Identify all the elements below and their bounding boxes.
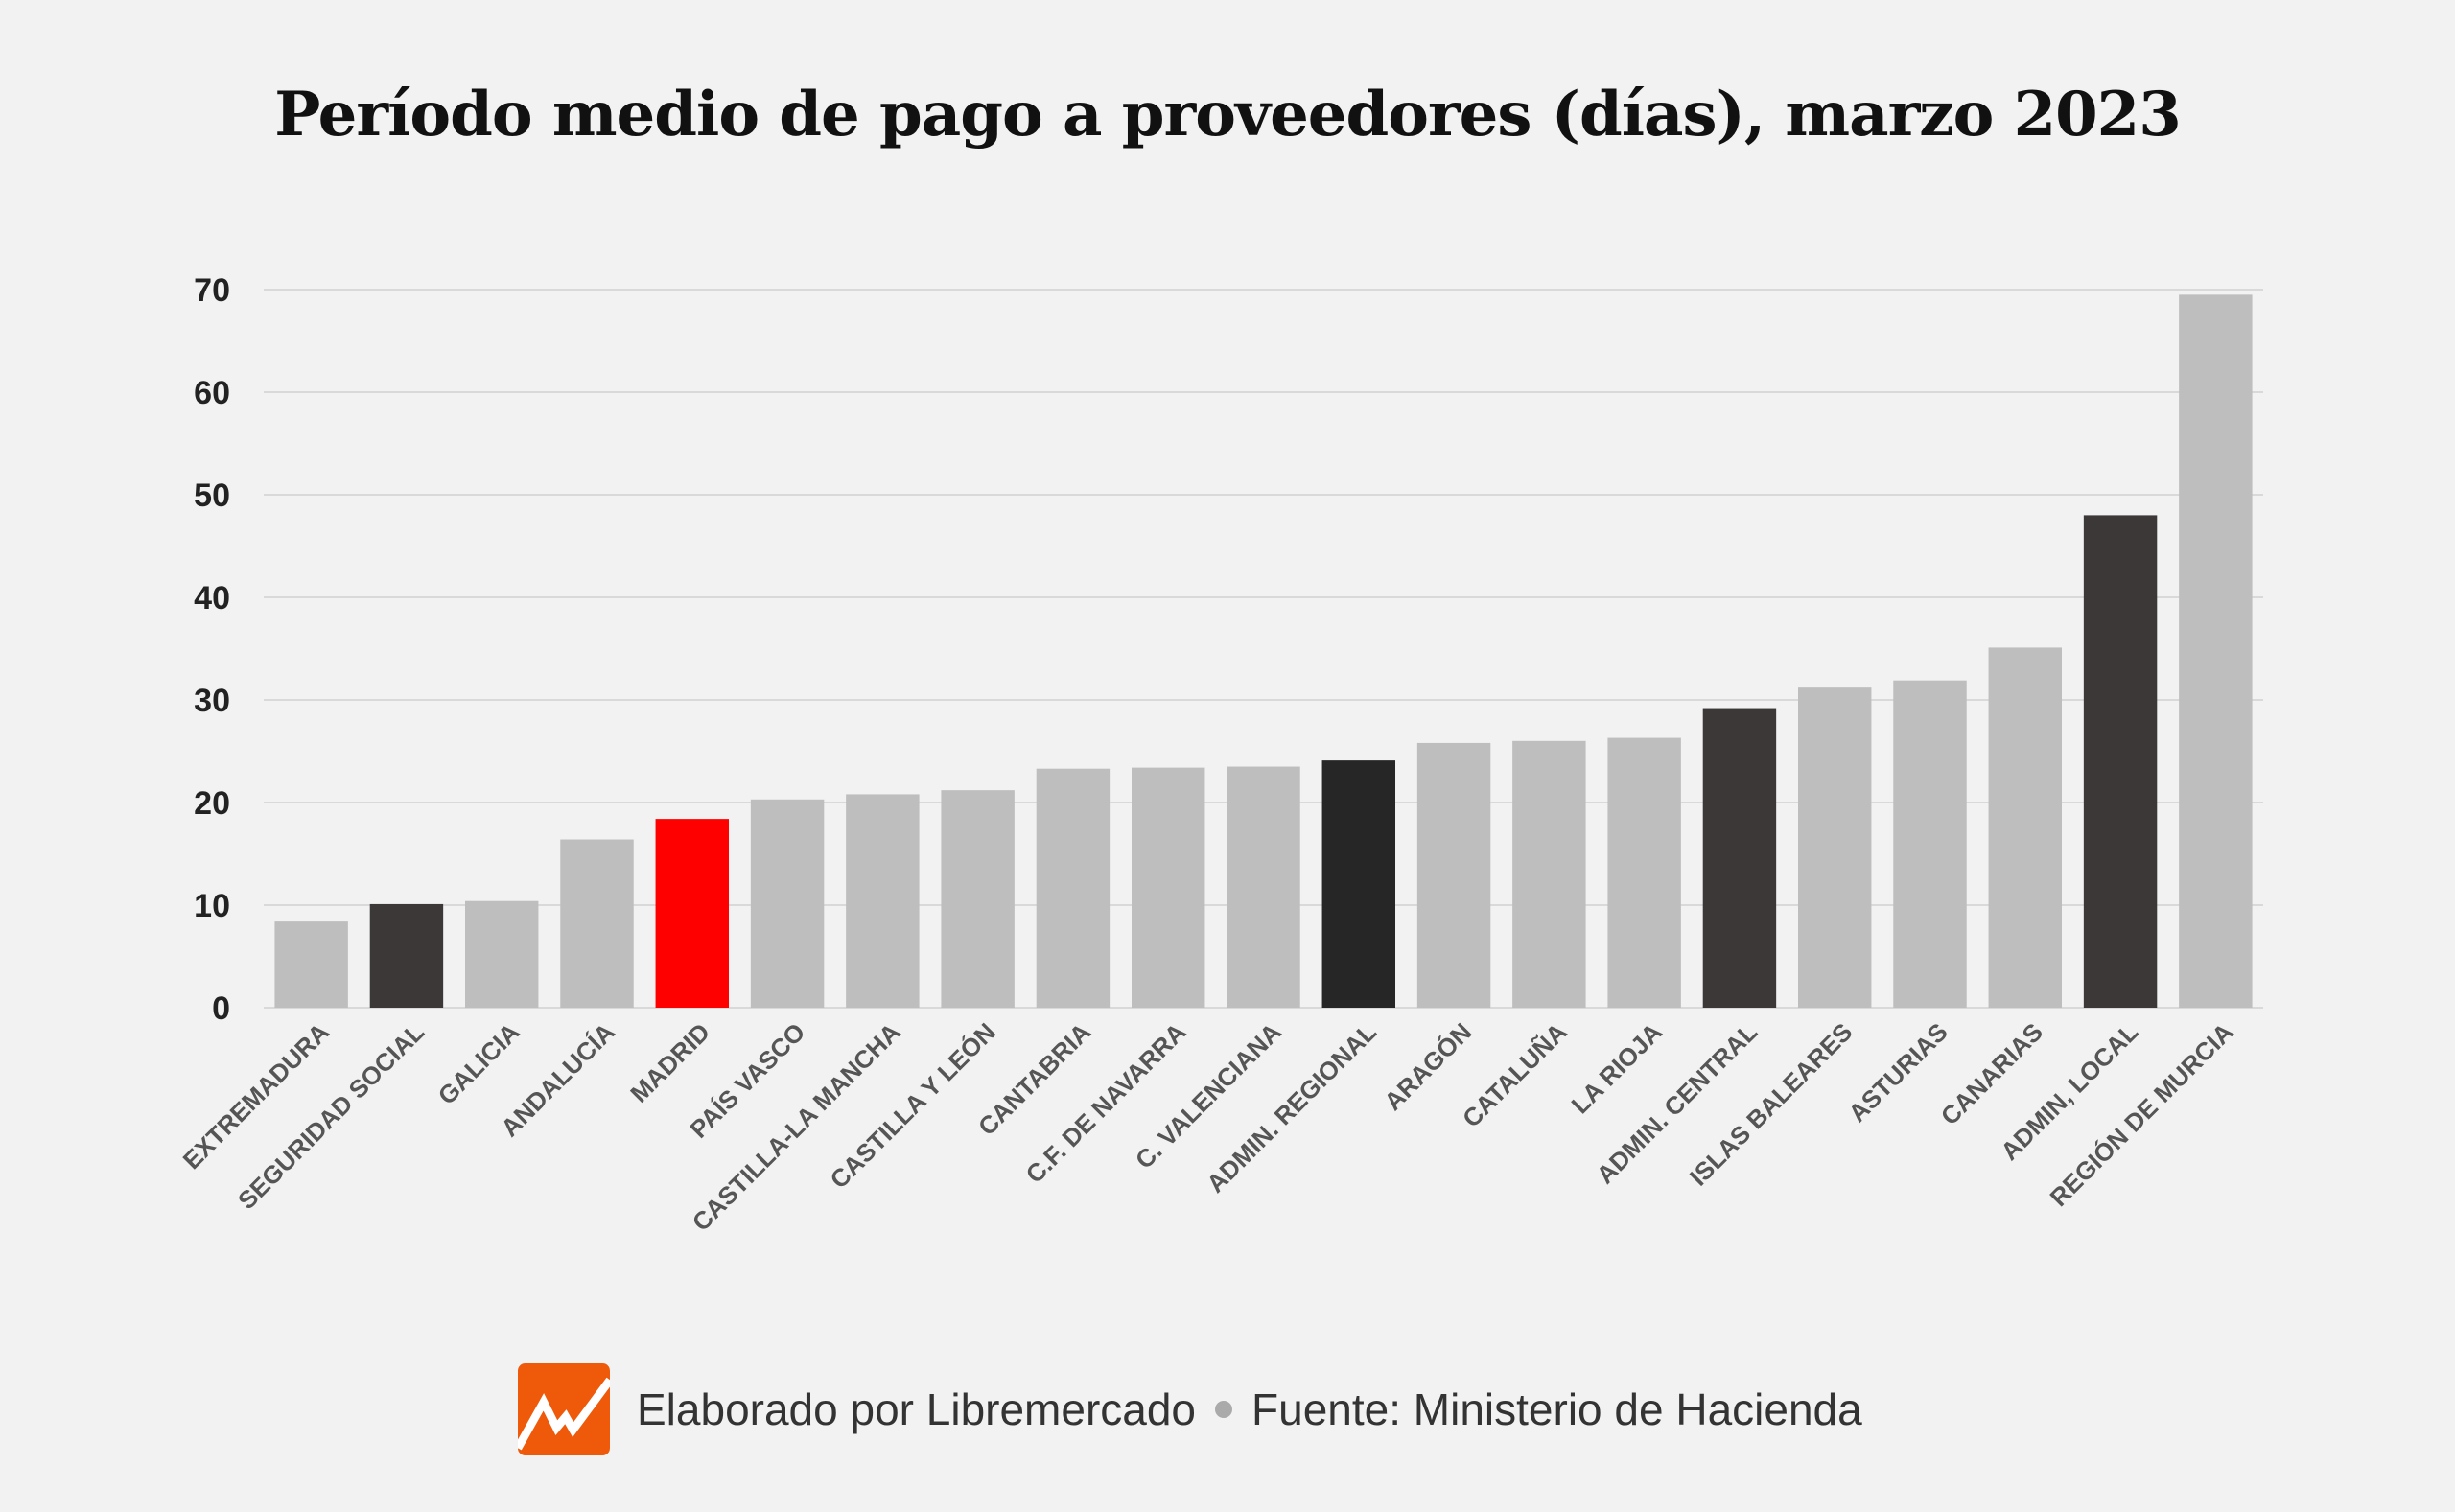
y-axis-ticks: 0 10 20 30 40 50 60 70 bbox=[194, 272, 230, 1027]
bar bbox=[1607, 737, 1681, 1008]
y-tick-label: 60 bbox=[194, 375, 230, 411]
bar bbox=[464, 900, 539, 1008]
y-tick-label: 0 bbox=[212, 990, 230, 1027]
footer-source: Fuente: Ministerio de Hacienda bbox=[1251, 1384, 1862, 1434]
x-tick-label: LA RIOJA bbox=[1566, 1017, 1668, 1119]
bar bbox=[1321, 760, 1396, 1008]
bar bbox=[2083, 515, 2158, 1008]
separator-dot bbox=[1215, 1401, 1233, 1418]
x-tick-label: ISLAS BALEARES bbox=[1684, 1017, 1859, 1192]
y-tick-label: 20 bbox=[194, 785, 230, 822]
bar bbox=[1988, 647, 2063, 1008]
bar bbox=[369, 903, 444, 1008]
bar bbox=[846, 794, 920, 1008]
x-tick-label: C.F. DE NAVARRA bbox=[1020, 1017, 1192, 1189]
bar bbox=[274, 921, 348, 1008]
bars bbox=[274, 294, 2253, 1009]
bar bbox=[1702, 708, 1777, 1008]
x-tick-label: REGIÓN DE MURCIA bbox=[2045, 1017, 2239, 1212]
footer: Elaborado por Libremercado Fuente: Minis… bbox=[518, 1361, 1862, 1457]
bar bbox=[1036, 768, 1111, 1008]
x-tick-label: GALICIA bbox=[433, 1017, 526, 1110]
y-tick-label: 30 bbox=[194, 683, 230, 719]
libremercado-logo-icon bbox=[518, 1363, 610, 1455]
bar bbox=[2179, 294, 2253, 1009]
bar bbox=[1416, 742, 1491, 1008]
y-tick-label: 50 bbox=[194, 477, 230, 514]
bar bbox=[1512, 740, 1586, 1008]
footer-credit: Elaborado por Libremercado bbox=[637, 1384, 1197, 1434]
bar bbox=[655, 819, 730, 1008]
x-tick-label: ADMIN. CENTRAL bbox=[1591, 1017, 1764, 1190]
bar bbox=[560, 839, 634, 1008]
chart-title: Período medio de pago a proveedores (día… bbox=[274, 79, 2181, 151]
x-tick-label: ARAGÓN bbox=[1378, 1017, 1477, 1116]
y-tick-label: 10 bbox=[194, 888, 230, 924]
bar bbox=[1797, 687, 1872, 1008]
bar bbox=[1893, 680, 1967, 1008]
bar bbox=[941, 790, 1015, 1008]
bar bbox=[1227, 766, 1300, 1008]
x-tick-label: CATALUÑA bbox=[1457, 1017, 1573, 1133]
x-tick-label: MADRID bbox=[624, 1017, 715, 1108]
bar bbox=[750, 799, 825, 1008]
x-tick-label: SEGURIDAD SOCIAL bbox=[232, 1017, 430, 1215]
x-tick-label: ADMIN. REGIONAL bbox=[1201, 1017, 1382, 1198]
y-tick-label: 40 bbox=[194, 580, 230, 616]
x-tick-label: CASTILLA Y LEÓN bbox=[825, 1017, 1001, 1194]
bar bbox=[1131, 767, 1205, 1008]
y-tick-label: 70 bbox=[194, 272, 230, 309]
